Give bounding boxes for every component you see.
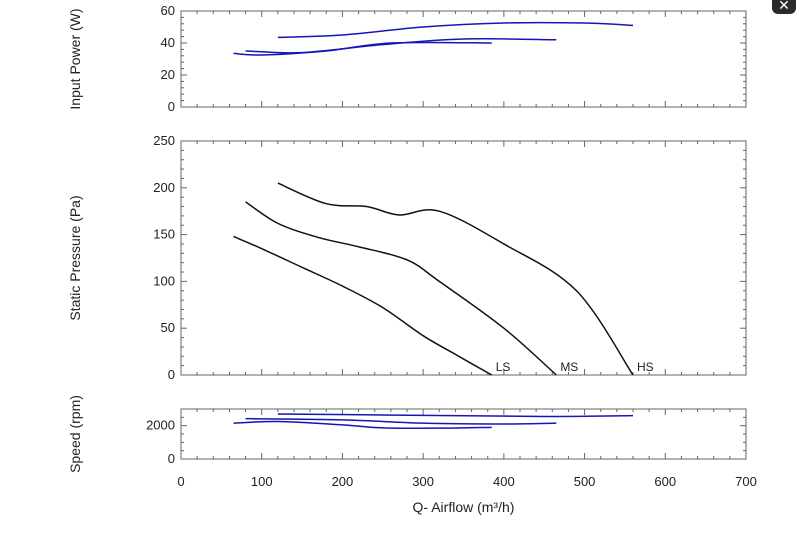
static-pressure-y-axis-title: Static Pressure (Pa) xyxy=(67,195,83,320)
static-pressure-panel: 0 50 100 150 200 250 Static Pressure (Pa) HS MS L… xyxy=(67,133,747,382)
input-power-frame xyxy=(180,10,747,108)
static-pressure-series-line-hs xyxy=(277,182,634,376)
x-tick-label: 0 xyxy=(177,474,184,489)
curve-label-ls: LS xyxy=(496,360,511,374)
speed-y-axis-title: Speed (rpm) xyxy=(67,395,83,473)
static-pressure-y-tick-label: 50 xyxy=(161,320,175,335)
static-pressure-y-tick-label: 100 xyxy=(153,273,175,288)
input-power-series-line-curve-3 xyxy=(233,41,492,56)
close-button[interactable]: ✕ xyxy=(772,0,796,14)
input-power-panel: 0 20 40 60 Input Power (W) xyxy=(67,3,747,114)
input-power-series-line-curve-1 xyxy=(277,21,634,39)
static-pressure-series-line-ms xyxy=(245,201,557,376)
static-pressure-frame xyxy=(180,140,747,376)
speed-y-tick-label: 0 xyxy=(168,451,175,466)
speed-frame xyxy=(180,408,747,460)
x-tick-label: 400 xyxy=(493,474,515,489)
static-pressure-y-tick-label: 0 xyxy=(168,367,175,382)
static-pressure-series-line-ls xyxy=(233,235,493,376)
input-power-y-tick-label: 60 xyxy=(161,3,175,18)
x-tick-label: 300 xyxy=(412,474,434,489)
x-tick-label: 700 xyxy=(735,474,757,489)
x-axis-title: Q- Airflow (m³/h) xyxy=(413,499,515,515)
static-pressure-y-tick-label: 150 xyxy=(153,227,175,242)
curve-label-hs: HS xyxy=(637,360,654,374)
static-pressure-y-tick-label: 250 xyxy=(153,133,175,148)
input-power-y-tick-label: 40 xyxy=(161,35,175,50)
speed-y-tick-label: 2000 xyxy=(146,418,175,433)
input-power-y-axis-title: Input Power (W) xyxy=(67,8,83,109)
x-tick-label: 500 xyxy=(574,474,596,489)
static-pressure-y-tick-label: 200 xyxy=(153,180,175,195)
curve-label-ms: MS xyxy=(560,360,578,374)
input-power-y-tick-label: 20 xyxy=(161,67,175,82)
speed-panel: 0 2000 0 100 200 300 400 500 600 700 Speed (rpm) Q-… xyxy=(67,395,757,515)
input-power-series-line-curve-2 xyxy=(245,38,557,54)
x-tick-label: 200 xyxy=(332,474,354,489)
x-tick-label: 100 xyxy=(251,474,273,489)
speed-series-line-curve-1 xyxy=(277,413,634,418)
speed-series-line-curve-3 xyxy=(233,420,492,429)
input-power-y-tick-label: 0 xyxy=(168,99,175,114)
speed-series-line-curve-2 xyxy=(245,417,557,425)
x-tick-label: 600 xyxy=(654,474,676,489)
